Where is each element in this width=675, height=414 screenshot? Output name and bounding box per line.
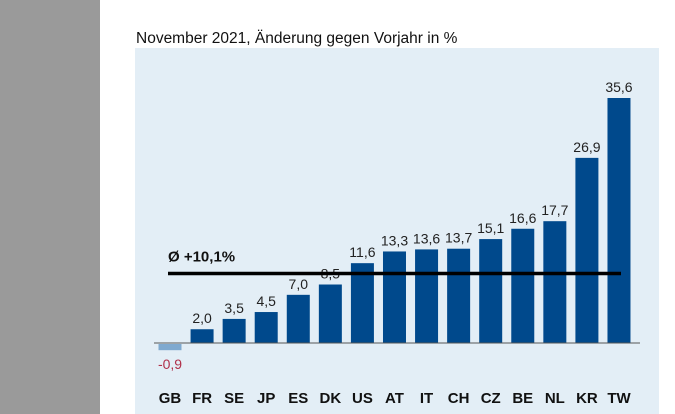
value-label-us: 11,6 [349, 244, 375, 260]
category-label-gb: GB [159, 390, 182, 407]
category-label-es: ES [288, 390, 308, 407]
category-label-cz: CZ [481, 390, 501, 407]
category-label-nl: NL [545, 390, 565, 407]
bar-at [382, 251, 406, 343]
value-label-es: 7,0 [289, 276, 309, 292]
chart-panel [135, 48, 659, 414]
left-gray-panel [0, 0, 100, 414]
bar-tw [607, 98, 631, 343]
bar-kr [575, 157, 599, 343]
bar-cz [479, 239, 503, 343]
value-label-be: 16,6 [509, 210, 536, 226]
value-label-se: 3,5 [224, 300, 244, 316]
bar-nl [543, 221, 567, 343]
value-label-gb: -0,9 [158, 356, 182, 372]
bar-be [511, 228, 535, 343]
value-label-cz: 15,1 [477, 220, 504, 236]
bar-us [350, 263, 374, 343]
value-label-ch: 13,7 [445, 230, 472, 246]
value-label-jp: 4,5 [256, 293, 276, 309]
bar-es [286, 294, 310, 343]
bar-dk [318, 284, 342, 343]
category-label-se: SE [224, 390, 244, 407]
bar-ch [447, 248, 471, 343]
category-label-at: AT [385, 390, 404, 407]
chart-title: November 2021, Änderung gegen Vorjahr in… [136, 30, 458, 47]
value-label-kr: 26,9 [573, 139, 600, 155]
value-label-it: 13,6 [413, 230, 440, 246]
category-label-jp: JP [257, 390, 275, 407]
bar-it [415, 249, 439, 343]
bar-se [222, 318, 246, 343]
category-label-be: BE [512, 390, 533, 407]
value-label-at: 13,3 [381, 232, 408, 248]
value-label-tw: 35,6 [605, 79, 632, 95]
bar-jp [254, 312, 278, 343]
category-label-tw: TW [607, 390, 631, 407]
category-label-us: US [352, 390, 373, 407]
bar-fr [190, 329, 214, 343]
category-label-it: IT [420, 390, 433, 407]
category-label-dk: DK [320, 390, 342, 407]
category-label-fr: FR [192, 390, 212, 407]
value-label-fr: 2,0 [192, 310, 212, 326]
bar-gb [158, 344, 182, 351]
category-label-ch: CH [448, 390, 470, 407]
category-label-kr: KR [576, 390, 598, 407]
average-label: Ø +10,1% [168, 248, 235, 265]
value-label-nl: 17,7 [541, 202, 568, 218]
